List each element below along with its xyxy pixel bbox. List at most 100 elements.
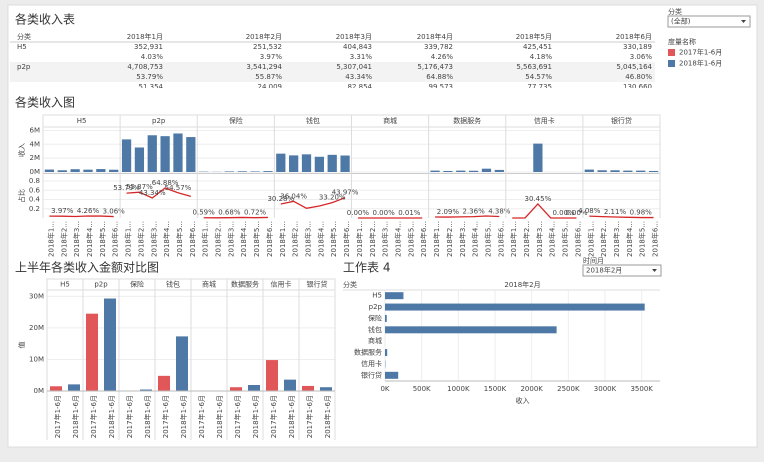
dropdown[interactable] xyxy=(667,15,751,28)
x-tick-label: 2018年4... xyxy=(393,221,402,257)
x-tick-label: 2018年3... xyxy=(304,221,313,257)
table-cell: 55.87% xyxy=(255,73,282,81)
y-axis-title: 值 xyxy=(17,342,26,349)
dropdown-value[interactable]: (全部) xyxy=(671,17,691,26)
y-tick-label: H5 xyxy=(372,292,382,300)
data-label: 53.79% xyxy=(113,184,140,192)
bar xyxy=(385,326,557,334)
bar xyxy=(494,169,504,172)
x-tick-label: 2018年3... xyxy=(149,221,158,257)
row-band xyxy=(10,62,655,82)
bar xyxy=(302,385,314,391)
x-tick-label: 2018年4... xyxy=(239,221,248,257)
x-tick-label: 2018年4... xyxy=(85,221,94,257)
line xyxy=(280,197,346,209)
bar xyxy=(70,169,80,172)
x-tick-label: 2018年4... xyxy=(625,221,634,257)
x-tick-label: 3500K xyxy=(630,385,653,393)
bar xyxy=(109,169,119,172)
data-label: 0.68% xyxy=(218,209,241,217)
bar xyxy=(224,171,235,172)
data-label: 4.38% xyxy=(488,208,511,216)
x-tick-label: 2000K xyxy=(520,385,543,393)
x-tick-label: 2018年6... xyxy=(651,221,660,257)
x-tick-label: 2017年1-6月 xyxy=(53,395,62,438)
data-label: 0.01% xyxy=(398,209,421,217)
facet-label: 信用卡 xyxy=(271,280,292,289)
bar xyxy=(314,156,324,172)
x-tick-label: 2017年1-6月 xyxy=(125,395,134,438)
bar xyxy=(327,154,337,172)
y2-tick-label: 0.2 xyxy=(29,205,40,213)
bar xyxy=(186,137,196,172)
table-cell: 352,931 xyxy=(134,43,163,51)
x-tick-label: 2018年1-6月 xyxy=(179,395,188,438)
column-header: 2018年4月 xyxy=(417,32,453,41)
y-tick-label: 钱包 xyxy=(368,325,382,334)
x-tick-label: 2018年1... xyxy=(124,221,133,257)
x-tick-label: 1000K xyxy=(447,385,470,393)
y-tick-label: 2M xyxy=(30,154,41,162)
data-label: 33.20% xyxy=(319,194,346,202)
table-cell: 404,843 xyxy=(343,43,372,51)
data-label: 0.00% xyxy=(552,209,575,217)
column-header: 2018年5月 xyxy=(516,32,552,41)
x-tick-label: 2018年5... xyxy=(329,221,338,257)
table-cell: 43.34% xyxy=(345,73,372,81)
x-tick-label: 2018年3... xyxy=(381,221,390,257)
bar xyxy=(263,171,273,172)
x-tick-label: 2018年3... xyxy=(458,221,467,257)
x-tick-label: 2018年2... xyxy=(291,221,300,257)
x-tick-label: 2018年1-6月 xyxy=(251,395,260,438)
table-cell: 4.18% xyxy=(530,53,553,61)
bar xyxy=(50,386,62,391)
table-cell: 54.57% xyxy=(525,73,552,81)
x-tick-label: 2018年5... xyxy=(638,221,647,257)
dropdown[interactable] xyxy=(582,264,662,277)
table-cell: 5,307,041 xyxy=(336,63,372,71)
x-tick-label: 2018年5... xyxy=(98,221,107,257)
data-label: 0.98% xyxy=(630,209,653,217)
bar xyxy=(173,133,183,172)
x-tick-label: 2018年1-6月 xyxy=(107,395,116,438)
bar xyxy=(301,154,312,172)
table-cell: 53.79% xyxy=(136,73,163,81)
dropdown-value[interactable]: 2018年2月 xyxy=(586,266,622,275)
line xyxy=(512,202,577,219)
facet-label: 保险 xyxy=(229,116,243,125)
table-cell: 5,045,164 xyxy=(616,63,652,71)
data-label: 3.97% xyxy=(51,207,74,215)
x-tick-label: 2018年2... xyxy=(59,221,68,257)
bar xyxy=(289,155,299,172)
x-tick-label: 2018年1-6月 xyxy=(287,395,296,438)
x-tick-label: 2018年1... xyxy=(278,221,287,257)
chart-title: 工作表 4 xyxy=(343,261,390,275)
x-tick-label: 1500K xyxy=(484,385,507,393)
data-label: 55.87% xyxy=(126,183,153,191)
y-tick-label: 信用卡 xyxy=(361,359,382,368)
table-cell: 4,708,753 xyxy=(127,63,163,71)
table-cell: 51,354 xyxy=(139,83,164,91)
line xyxy=(49,215,114,218)
y-tick-label: 0M xyxy=(30,168,41,176)
data-label: 2.11% xyxy=(604,208,627,216)
bar xyxy=(147,135,157,172)
table-cell: 46.80% xyxy=(625,73,652,81)
x-tick-label: 2018年6... xyxy=(573,221,582,257)
x-tick-label: 2018年4... xyxy=(316,221,325,257)
facet-label: 钱包 xyxy=(166,280,180,289)
x-tick-label: 2018年6... xyxy=(342,221,351,257)
y-tick-label: 20M xyxy=(29,324,44,332)
table-cell: 64.88% xyxy=(426,73,453,81)
y2-tick-label: 0.4 xyxy=(29,196,41,204)
column-header: 分类 xyxy=(17,32,31,41)
legend-swatch xyxy=(668,60,675,67)
y-tick-label: 30M xyxy=(29,292,44,300)
table-cell: 3.31% xyxy=(350,53,373,61)
x-axis-title: 收入 xyxy=(516,396,530,405)
x-tick-label: 2018年6... xyxy=(265,221,274,257)
y2-tick-label: 0.8 xyxy=(29,177,40,185)
x-tick-label: 2018年6... xyxy=(496,221,505,257)
table-cell: 4.26% xyxy=(431,53,454,61)
